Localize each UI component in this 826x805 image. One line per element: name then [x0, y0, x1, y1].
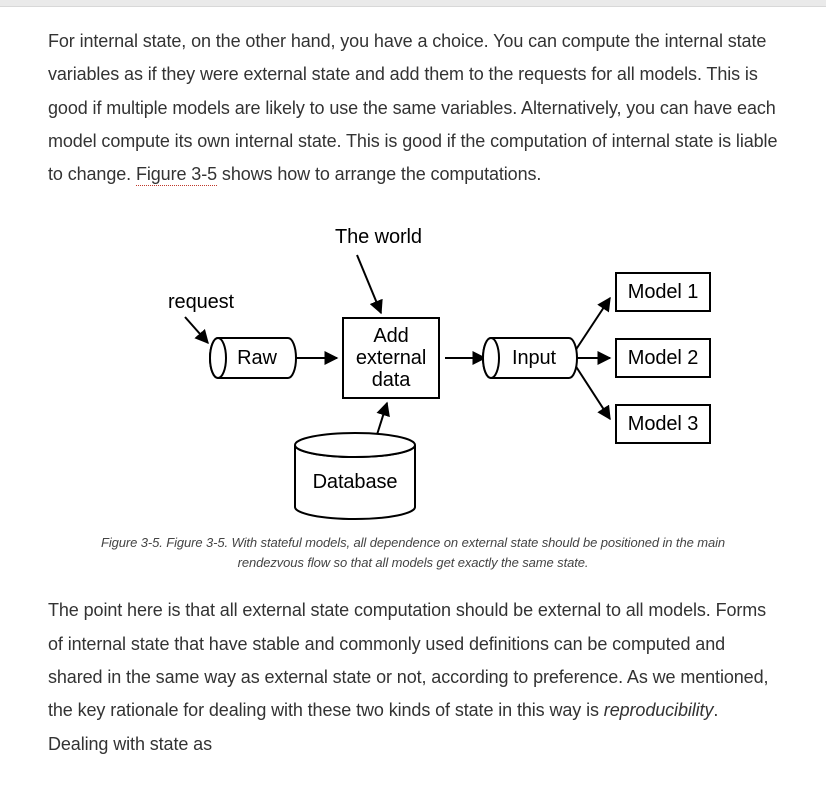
- svg-text:external: external: [356, 347, 426, 369]
- svg-text:Raw: Raw: [237, 347, 277, 369]
- svg-text:data: data: [372, 369, 412, 391]
- para1-text-a: For internal state, on the other hand, y…: [48, 31, 777, 184]
- svg-text:Database: Database: [313, 471, 398, 493]
- figure-diagram: request The world Raw Addexternaldata Input D…: [103, 213, 723, 523]
- svg-text:Model 2: Model 2: [628, 347, 698, 369]
- top-divider: [0, 0, 826, 7]
- svg-text:request: request: [168, 291, 235, 313]
- para1-text-b: shows how to arrange the computations.: [217, 164, 541, 184]
- svg-text:Model 1: Model 1: [628, 281, 698, 303]
- figure-caption: Figure 3-5. Figure 3-5. With stateful mo…: [48, 533, 778, 572]
- paragraph-1: For internal state, on the other hand, y…: [48, 25, 778, 191]
- svg-text:Add: Add: [373, 325, 408, 347]
- svg-text:The world: The world: [335, 226, 422, 248]
- svg-text:Model 3: Model 3: [628, 413, 698, 435]
- para2-em: reproducibility: [604, 700, 714, 720]
- page-content: For internal state, on the other hand, y…: [0, 7, 826, 761]
- figure-link[interactable]: Figure 3-5: [136, 164, 217, 186]
- svg-text:Input: Input: [512, 347, 557, 369]
- paragraph-2: The point here is that all external stat…: [48, 594, 778, 760]
